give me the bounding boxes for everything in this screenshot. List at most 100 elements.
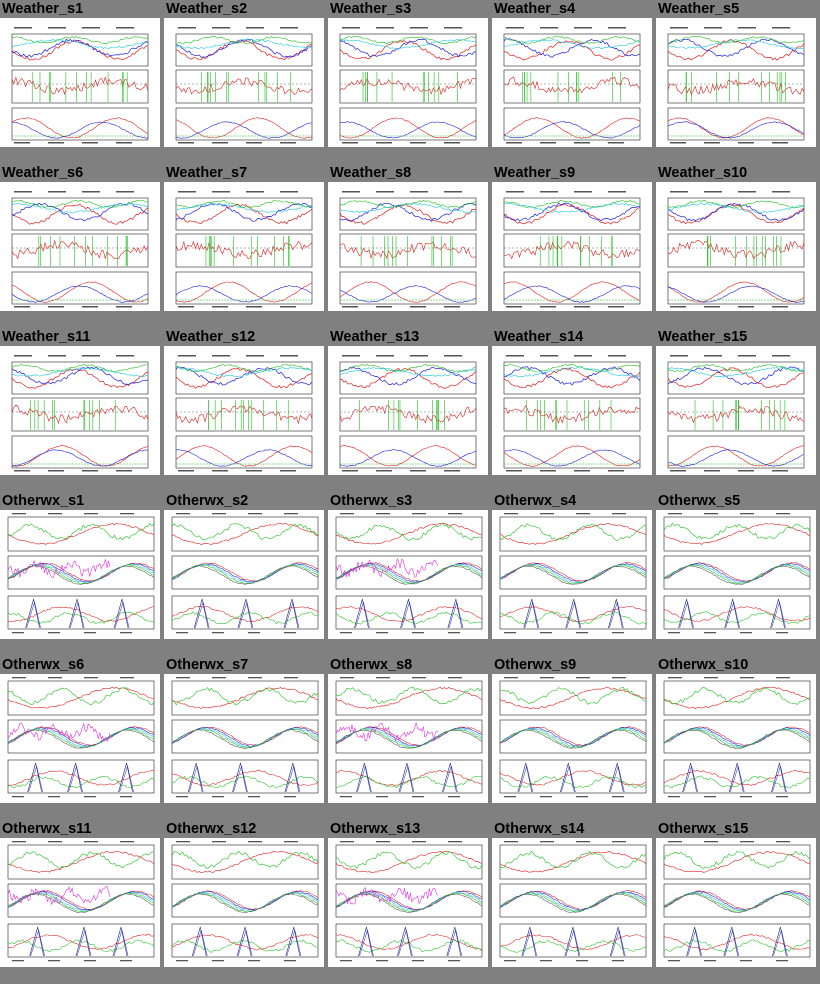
weather-plot-thumbnail[interactable]: [164, 182, 324, 311]
weather-plot-thumbnail[interactable]: [492, 18, 652, 147]
grid-cell[interactable]: Otherwx_s15: [656, 820, 820, 984]
tick-label: [280, 191, 298, 193]
otherwx-plot-thumbnail[interactable]: [164, 674, 324, 803]
grid-cell[interactable]: Weather_s6: [0, 164, 164, 328]
tick-label: [668, 796, 680, 798]
cell-title: Weather_s1: [2, 1, 84, 17]
grid-cell[interactable]: Otherwx_s3: [328, 492, 492, 656]
series-line: [663, 890, 811, 911]
grid-cell[interactable]: Weather_s2: [164, 0, 328, 164]
otherwx-plot-thumbnail[interactable]: [328, 838, 488, 967]
series-line: [663, 775, 811, 789]
grid-cell[interactable]: Weather_s3: [328, 0, 492, 164]
grid-cell[interactable]: Weather_s15: [656, 328, 820, 492]
grid-cell[interactable]: Weather_s5: [656, 0, 820, 164]
data-spike: [237, 929, 253, 957]
otherwx-plot-thumbnail[interactable]: [492, 510, 652, 639]
tick-label: [48, 355, 66, 357]
tick-label: [738, 355, 756, 357]
series-line: [11, 449, 149, 467]
weather-plot-thumbnail[interactable]: [164, 18, 324, 147]
series-line: [11, 36, 149, 44]
grid-cell[interactable]: Otherwx_s12: [164, 820, 328, 984]
series-line: [663, 769, 811, 786]
tick-label: [444, 470, 460, 472]
grid-cell[interactable]: Otherwx_s2: [164, 492, 328, 656]
weather-plot-thumbnail[interactable]: [328, 346, 488, 475]
weather-plot-thumbnail[interactable]: [164, 346, 324, 475]
series-line: [335, 851, 483, 870]
grid-cell[interactable]: Weather_s8: [328, 164, 492, 328]
plot-panel: [7, 759, 155, 794]
plot-panel: [663, 516, 811, 552]
data-spike: [524, 601, 540, 629]
weather-plot-thumbnail[interactable]: [0, 182, 160, 311]
weather-plot-thumbnail[interactable]: [492, 182, 652, 311]
weather-plot-thumbnail[interactable]: [328, 182, 488, 311]
grid-cell[interactable]: Otherwx_s5: [656, 492, 820, 656]
weather-plot-thumbnail[interactable]: [656, 182, 816, 311]
weather-plot-thumbnail[interactable]: [0, 346, 160, 475]
otherwx-plot-thumbnail[interactable]: [328, 674, 488, 803]
grid-cell[interactable]: Otherwx_s10: [656, 656, 820, 820]
weather-plot-thumbnail[interactable]: [492, 346, 652, 475]
tick-label: [12, 841, 26, 843]
grid-cell[interactable]: Weather_s4: [492, 0, 656, 164]
weather-plot-thumbnail[interactable]: [0, 18, 160, 147]
weather-plot-thumbnail[interactable]: [656, 346, 816, 475]
otherwx-plot-thumbnail[interactable]: [656, 510, 816, 639]
plot-panel: [339, 397, 477, 432]
otherwx-plot-thumbnail[interactable]: [328, 510, 488, 639]
grid-cell[interactable]: Weather_s12: [164, 328, 328, 492]
series-line: [663, 563, 811, 584]
grid-cell[interactable]: Otherwx_s9: [492, 656, 656, 820]
grid-cell[interactable]: Weather_s14: [492, 328, 656, 492]
grid-cell[interactable]: Otherwx_s7: [164, 656, 328, 820]
grid-cell[interactable]: Weather_s1: [0, 0, 164, 164]
series-line: [503, 35, 641, 45]
grid-cell[interactable]: Otherwx_s11: [0, 820, 164, 984]
otherwx-plot-thumbnail[interactable]: [164, 510, 324, 639]
otherwx-plot-thumbnail[interactable]: [0, 838, 160, 967]
tick-label: [12, 796, 24, 798]
plot-panel: [11, 197, 149, 231]
otherwx-plot-thumbnail[interactable]: [0, 674, 160, 803]
cell-title: Weather_s4: [494, 1, 576, 17]
tick-label: [612, 677, 626, 679]
otherwx-plot-thumbnail[interactable]: [656, 838, 816, 967]
otherwx-plot-thumbnail[interactable]: [492, 838, 652, 967]
tick-label: [284, 841, 298, 843]
tick-label: [608, 355, 626, 357]
otherwx-plot-thumbnail[interactable]: [656, 674, 816, 803]
data-spike: [448, 601, 464, 629]
grid-cell[interactable]: Weather_s10: [656, 164, 820, 328]
tick-label: [574, 306, 590, 308]
weather-plot-thumbnail[interactable]: [328, 18, 488, 147]
tick-label: [376, 796, 388, 798]
grid-cell[interactable]: Weather_s9: [492, 164, 656, 328]
otherwx-plot-thumbnail[interactable]: [0, 510, 160, 639]
tick-label: [116, 306, 132, 308]
tick-label: [212, 960, 224, 962]
grid-cell[interactable]: Weather_s7: [164, 164, 328, 328]
tick-label: [448, 960, 460, 962]
tick-label: [574, 191, 592, 193]
grid-cell[interactable]: Otherwx_s14: [492, 820, 656, 984]
tick-label: [14, 191, 32, 193]
tick-label: [540, 355, 558, 357]
grid-cell[interactable]: Otherwx_s8: [328, 656, 492, 820]
grid-cell[interactable]: Otherwx_s13: [328, 820, 492, 984]
grid-cell[interactable]: Otherwx_s1: [0, 492, 164, 656]
grid-cell[interactable]: Weather_s11: [0, 328, 164, 492]
grid-cell[interactable]: Otherwx_s6: [0, 656, 164, 820]
otherwx-plot-thumbnail[interactable]: [492, 674, 652, 803]
series-line: [7, 933, 155, 950]
data-spike: [285, 926, 301, 957]
cell-title: Weather_s10: [658, 165, 748, 181]
weather-plot-thumbnail[interactable]: [656, 18, 816, 147]
grid-cell[interactable]: Weather_s13: [328, 328, 492, 492]
data-spike: [356, 762, 371, 793]
grid-cell[interactable]: Otherwx_s4: [492, 492, 656, 656]
tick-label: [504, 632, 516, 634]
otherwx-plot-thumbnail[interactable]: [164, 838, 324, 967]
